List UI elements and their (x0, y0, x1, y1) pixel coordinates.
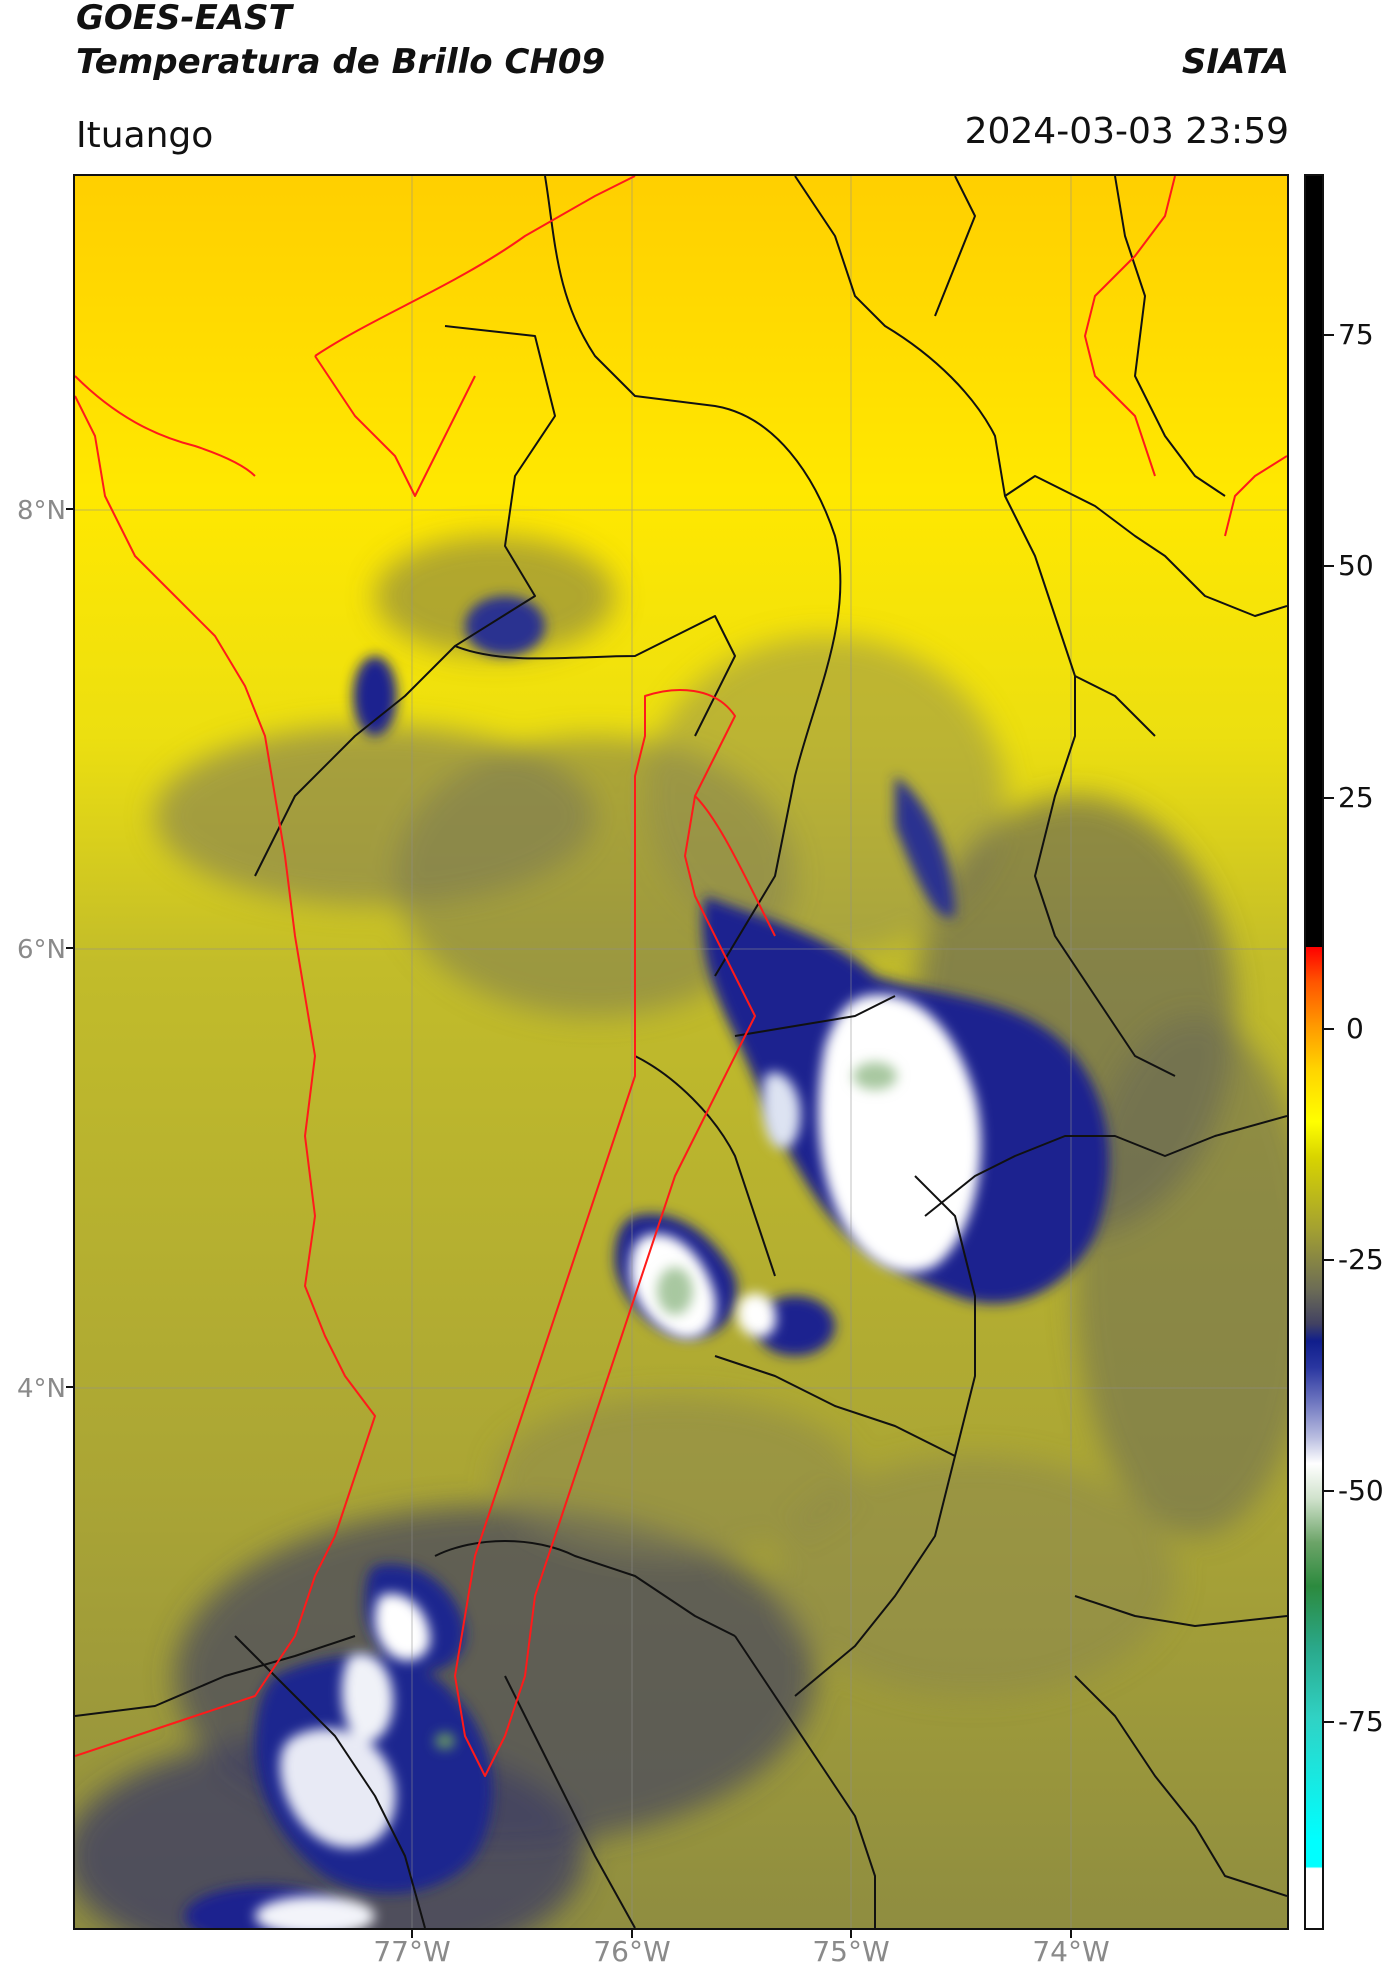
colorbar-label-neg25: -25 (1338, 1243, 1384, 1276)
admin-boundaries (75, 176, 1287, 1928)
colorbar-tick (1324, 1259, 1334, 1261)
graticule (75, 176, 1287, 1928)
lon-label-74w: 74°W (1032, 1935, 1110, 1968)
lat-label-8n: 8°N (17, 496, 66, 526)
map-canvas (75, 176, 1287, 1928)
colorbar-tick (1324, 334, 1334, 336)
lon-tick (631, 1930, 633, 1938)
satellite-title: GOES-EAST (76, 0, 292, 38)
colorbar-label-25: 25 (1338, 781, 1374, 814)
lon-tick (1070, 1930, 1072, 1938)
colorbar-tick (1324, 565, 1334, 567)
colorbar-label-50: 50 (1338, 549, 1374, 582)
timestamp-label: 2024-03-03 23:59 (964, 111, 1289, 152)
colorbar-label-neg75: -75 (1338, 1705, 1384, 1738)
lon-tick (411, 1930, 413, 1938)
satellite-map[interactable] (73, 174, 1289, 1930)
colorbar-label-neg50: -50 (1338, 1474, 1384, 1507)
temperature-colorbar (1304, 174, 1324, 1930)
lat-label-6n: 6°N (17, 935, 66, 965)
lon-tick (850, 1930, 852, 1938)
colorbar-tick (1324, 1490, 1334, 1492)
region-boundaries (75, 176, 1287, 1777)
green-cores (435, 1062, 897, 1749)
lon-label-75w: 75°W (812, 1935, 890, 1968)
place-label: Ituango (76, 115, 214, 156)
product-title: Temperatura de Brillo CH09 (76, 42, 606, 82)
lon-label-76w: 76°W (593, 1935, 671, 1968)
colorbar-tick (1324, 797, 1334, 799)
lat-tick (66, 508, 74, 510)
colorbar-tick (1324, 1721, 1334, 1723)
lat-tick (66, 1386, 74, 1388)
lat-label-4n: 4°N (17, 1374, 66, 1404)
lon-label-77w: 77°W (373, 1935, 451, 1968)
brand-label: SIATA (1181, 42, 1289, 82)
colorbar-label-0: 0 (1346, 1012, 1364, 1045)
lat-tick (66, 947, 74, 949)
colorbar-label-75: 75 (1338, 318, 1374, 351)
colorbar-tick (1324, 1028, 1334, 1030)
